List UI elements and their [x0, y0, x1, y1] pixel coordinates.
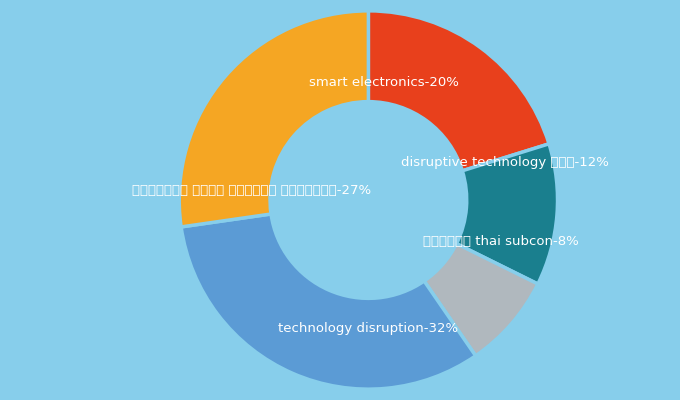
Wedge shape [180, 11, 369, 227]
Wedge shape [456, 144, 558, 284]
Text: ชนาชิป thai subcon-8%: ชนาชิป thai subcon-8% [423, 235, 579, 248]
Text: อุปกรณ์ ตรวจ คุณภาพ ชิ้นงาน-27%: อุปกรณ์ ตรวจ คุณภาพ ชิ้นงาน-27% [131, 184, 371, 197]
Text: technology disruption-32%: technology disruption-32% [278, 322, 458, 335]
Wedge shape [424, 244, 538, 356]
Wedge shape [369, 11, 549, 171]
Wedge shape [181, 214, 475, 389]
Text: disruptive technology คือ-12%: disruptive technology คือ-12% [401, 156, 609, 169]
Text: smart electronics-20%: smart electronics-20% [309, 76, 458, 89]
